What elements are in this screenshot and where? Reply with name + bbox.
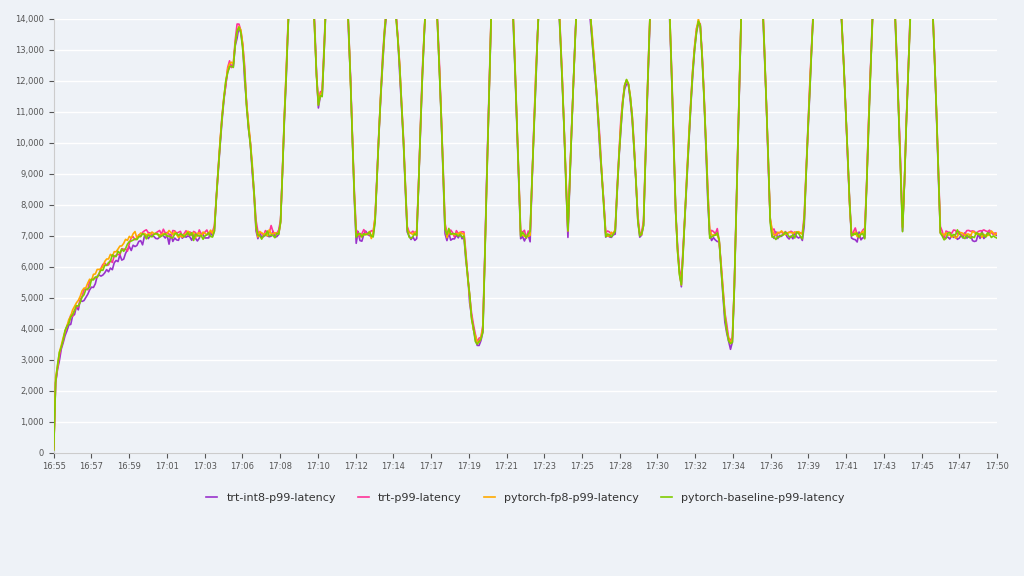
Line: pytorch-fp8-p99-latency: pytorch-fp8-p99-latency bbox=[53, 0, 997, 449]
pytorch-fp8-p99-latency bbox=[970, 231, 982, 238]
Legend: trt-int8-p99-latency, trt-p99-latency, pytorch-fp8-p99-latency, pytorch-baseline: trt-int8-p99-latency, trt-p99-latency, p… bbox=[202, 489, 849, 508]
trt-int8-p99-latency bbox=[558, 128, 570, 135]
trt-int8-p99-latency bbox=[970, 237, 982, 244]
pytorch-baseline-p99-latency bbox=[47, 447, 59, 454]
trt-int8-p99-latency bbox=[47, 444, 59, 451]
pytorch-fp8-p99-latency bbox=[991, 230, 1004, 237]
Line: pytorch-baseline-p99-latency: pytorch-baseline-p99-latency bbox=[53, 0, 997, 450]
trt-p99-latency bbox=[991, 230, 1004, 237]
Line: trt-int8-p99-latency: trt-int8-p99-latency bbox=[53, 0, 997, 448]
trt-p99-latency bbox=[560, 175, 572, 181]
Line: trt-p99-latency: trt-p99-latency bbox=[53, 0, 997, 449]
trt-int8-p99-latency bbox=[991, 232, 1004, 239]
pytorch-baseline-p99-latency bbox=[558, 126, 570, 133]
pytorch-fp8-p99-latency bbox=[558, 126, 570, 133]
pytorch-baseline-p99-latency bbox=[970, 229, 982, 236]
trt-p99-latency bbox=[47, 446, 59, 453]
trt-p99-latency bbox=[970, 230, 982, 237]
pytorch-fp8-p99-latency bbox=[609, 226, 622, 233]
trt-int8-p99-latency bbox=[609, 230, 622, 237]
trt-p99-latency bbox=[611, 184, 624, 191]
pytorch-fp8-p99-latency bbox=[47, 446, 59, 453]
pytorch-baseline-p99-latency bbox=[609, 228, 622, 235]
pytorch-baseline-p99-latency bbox=[991, 234, 1004, 241]
